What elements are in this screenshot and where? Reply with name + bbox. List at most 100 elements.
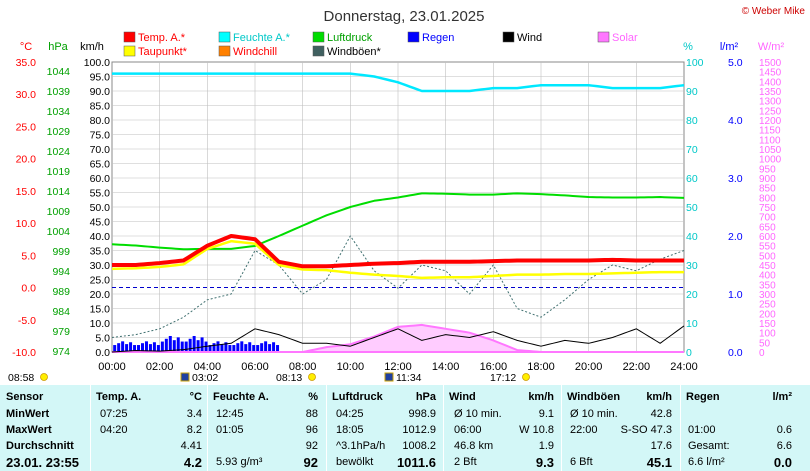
table-pressure-value: 998.9 [408, 408, 436, 420]
legend-swatch [597, 31, 610, 43]
solar-tick-label: 1300 [759, 97, 782, 108]
table-rain-info: 01:00 [688, 424, 716, 436]
table-header-rain: Regen [686, 391, 720, 403]
series-wind-line [111, 325, 685, 353]
speed-tick-label: 70.0 [90, 144, 111, 156]
humidity-tick-label: 10 [686, 318, 698, 330]
solar-tick-label: 300 [759, 290, 776, 301]
legend-swatch [312, 45, 325, 57]
pressure-tick-label: 984 [52, 306, 70, 318]
rain-bar [164, 338, 168, 352]
solar-tick-label: 950 [759, 164, 776, 175]
humidity-tick-label: 100 [686, 57, 704, 69]
table-column-separator [207, 385, 208, 471]
table-row-label: Durchschnitt [6, 440, 74, 452]
table-temp-value: 8.2 [186, 424, 202, 436]
rain-bar [216, 341, 220, 352]
speed-tick-label: 5.0 [95, 333, 110, 345]
temp-tick-label: -10.0 [12, 347, 36, 359]
solar-tick-label: 0 [759, 348, 765, 359]
speed-tick-label: 95.0 [90, 72, 111, 84]
rain-bar [236, 343, 240, 352]
speed-tick-label: 75.0 [90, 130, 111, 142]
pressure-tick-label: 974 [52, 346, 70, 358]
pressure-tick-label: 989 [52, 286, 70, 298]
temp-tick-label: 25.0 [16, 121, 37, 133]
humidity-tick-label: 40 [686, 231, 698, 243]
time-tick-label: 04:00 [194, 361, 222, 373]
humidity-tick-label: 80 [686, 115, 698, 127]
speed-tick-label: 35.0 [90, 246, 111, 258]
table-wind-value: 9.3 [535, 455, 554, 470]
solar-tick-label: 1500 [759, 58, 782, 69]
rain-bar [160, 341, 164, 352]
time-tick-label: 24:00 [670, 361, 698, 373]
rain-bar [256, 345, 260, 352]
solar-tick-label: 1100 [759, 135, 781, 146]
speed-tick-label: 25.0 [90, 275, 111, 287]
speed-tick-label: 30.0 [90, 260, 111, 272]
temp-tick-label: 0.0 [21, 283, 36, 295]
table-humidity-value: 92 [303, 455, 318, 470]
legend-swatch [123, 31, 136, 43]
table-wind-info: 06:00 [454, 424, 482, 436]
temp-tick-label: 30.0 [16, 89, 37, 101]
pressure-tick-label: 1004 [47, 226, 71, 238]
temp-tick-label: 10.0 [16, 218, 37, 230]
rain-bar [188, 338, 192, 352]
sun-icon [522, 373, 530, 381]
table-pressure-time: 04:25 [336, 408, 364, 420]
table-temp-time: 04:20 [100, 424, 128, 436]
solar-tick-label: 500 [759, 251, 776, 262]
solar-axis-unit: W/m² [758, 41, 785, 53]
table-temp-value: 3.4 [186, 408, 202, 420]
table-wind-value: W 10.8 [519, 424, 554, 436]
table-header-wind-unit: km/h [528, 391, 554, 403]
solar-tick-label: 400 [759, 271, 776, 282]
time-tick-label: 10:00 [337, 361, 365, 373]
table-column-separator [326, 385, 327, 471]
solar-tick-label: 1050 [759, 145, 782, 156]
pressure-axis-unit: hPa [48, 41, 68, 53]
solar-tick-label: 900 [759, 174, 776, 185]
table-column-separator [680, 385, 681, 471]
event-time: 17:12 [490, 372, 516, 384]
solar-tick-label: 1200 [759, 116, 782, 127]
table-temp-value: 4.2 [183, 455, 202, 470]
humidity-axis-unit: % [683, 41, 693, 53]
rain-bar [121, 341, 125, 352]
table-humidity-value: 92 [305, 440, 318, 452]
table-humidity-time: 12:45 [216, 408, 244, 420]
table-rain-value: 0.0 [773, 455, 792, 470]
table-humidity-value: 88 [305, 408, 318, 420]
pressure-tick-label: 1024 [47, 146, 71, 158]
summary-table [0, 385, 810, 471]
table-header-gust-unit: km/h [646, 391, 672, 403]
table-column-separator [561, 385, 562, 471]
legend-label: Feuchte A.* [233, 32, 291, 44]
rain-bar [184, 341, 188, 352]
solar-tick-label: 750 [759, 203, 776, 214]
solar-tick-label: 700 [759, 213, 776, 224]
rain-bar [172, 340, 176, 352]
temp-axis-unit: °C [20, 41, 32, 53]
rain-bar [276, 345, 280, 352]
legend-label: Wind [517, 32, 542, 44]
legend-label: Regen [422, 32, 454, 44]
chart-grid [111, 61, 685, 353]
table-rain-value: 6.6 [776, 440, 792, 452]
time-tick-label: 18:00 [527, 361, 555, 373]
humidity-tick-label: 70 [686, 144, 698, 156]
speed-tick-label: 10.0 [90, 318, 111, 330]
speed-tick-label: 85.0 [90, 101, 111, 113]
rain-bar [260, 343, 264, 352]
table-row-label: 23.01. 23:55 [6, 455, 80, 470]
rain-bar [117, 343, 121, 352]
humidity-tick-label: 50 [686, 202, 698, 214]
pressure-tick-label: 1019 [47, 166, 71, 178]
rain-bar [148, 344, 152, 352]
rain-bar [140, 343, 144, 352]
table-pressure-time: ^3.1hPa/h [336, 440, 386, 452]
table-header-rain-unit: l/m² [772, 391, 792, 403]
series-windb-en-line [111, 235, 685, 338]
